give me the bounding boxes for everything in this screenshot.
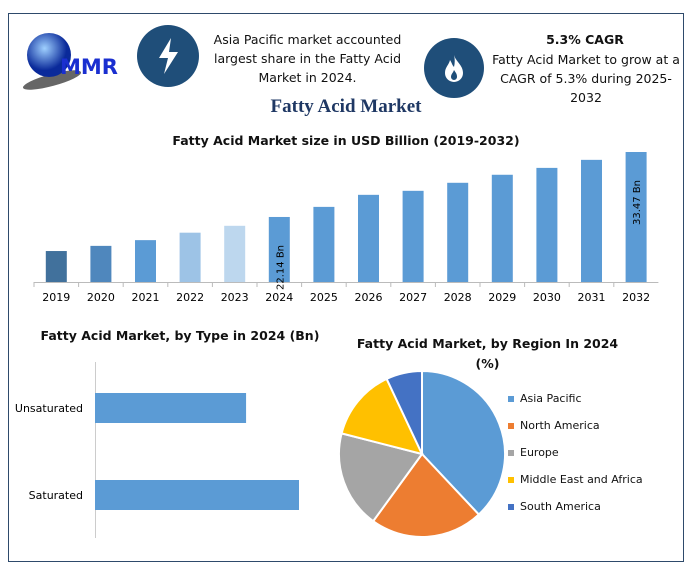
pie-legend: Asia Pacific North America Europe Middle Ea… [508,385,643,520]
bar-2022 [179,232,201,282]
bar-2020 [90,245,112,282]
x-tick-label: 2029 [488,291,516,304]
legend-label: Middle East and Africa [520,473,643,486]
legend-label: Asia Pacific [520,392,582,405]
pie-slice-asia-pacific [421,369,506,516]
legend-label: Europe [520,446,559,459]
x-tick-label: 2021 [132,291,160,304]
x-tick-label: 2024 [265,291,293,304]
cagr-title: 5.3% CAGR [546,32,624,47]
legend-swatch [508,449,514,456]
bar-chart-title: Fatty Acid Market size in USD Billion (2… [172,133,520,148]
lightning-icon [137,25,199,87]
legend-item: Europe [508,439,643,466]
region-pie-chart [338,369,506,538]
bar-2024 [268,216,290,282]
bar-2027 [402,190,424,282]
category-label: Saturated [29,489,83,502]
flame-icon [424,38,484,98]
main-title: Fatty Acid Market [270,96,422,117]
bar-2019 [45,251,67,282]
bar-2032 [625,152,647,282]
bar-2021 [135,240,156,282]
legend-swatch [508,395,514,402]
x-tick-label: 2023 [221,291,249,304]
pie-slice-north-america [371,452,481,538]
data-label-2032: 33.47 Bn [632,180,643,225]
bar-2028 [447,182,469,282]
x-tick-label: 2026 [355,291,383,304]
category-label: Unsaturated [15,402,83,415]
x-tick-label: 2030 [533,291,561,304]
legend-label: North America [520,419,600,432]
type-bar-chart: Unsaturated Saturated [15,362,299,538]
legend-label: South America [520,500,601,513]
legend-item: Middle East and Africa [508,466,643,493]
highlight-text: Asia Pacific market accounted largest sh… [213,32,402,85]
x-tick-label: 2031 [578,291,606,304]
data-label-2024: 22.14 Bn [275,245,286,290]
legend-swatch [508,476,514,483]
bar-saturated [95,480,299,510]
infographic-frame [8,13,684,562]
svg-text:MMR: MMR [60,55,118,79]
cagr-text: Fatty Acid Market to grow at a CAGR of 5… [492,52,680,105]
pie-slice-south-america [385,369,423,455]
bar-2026 [358,194,379,282]
x-tick-label: 2020 [87,291,115,304]
bar-2023 [224,225,246,282]
x-tick-label: 2022 [176,291,204,304]
x-tick-label: 2032 [622,291,650,304]
x-tick-label: 2019 [42,291,70,304]
bar-unsaturated [95,393,247,423]
pie-chart-title: Fatty Acid Market, by Region In 2024 [356,336,619,351]
legend-item: South America [508,493,643,520]
pie-chart-subtitle: (%) [475,356,500,371]
legend-item: Asia Pacific [508,385,643,412]
legend-swatch [508,422,514,429]
x-tick-label: 2027 [399,291,427,304]
x-tick-label: 2028 [444,291,472,304]
legend-item: North America [508,412,643,439]
bar-2029 [491,174,513,282]
x-tick-label: 2025 [310,291,338,304]
bar-2025 [313,206,335,282]
pie-slice-europe [338,432,424,523]
bar-2030 [536,167,558,282]
pie-slice-middle-east-and-africa [340,377,424,456]
mmr-logo: MMR [16,28,131,90]
type-chart-title: Fatty Acid Market, by Type in 2024 (Bn) [40,328,320,343]
legend-swatch [508,503,514,510]
bar-2031 [581,159,602,282]
